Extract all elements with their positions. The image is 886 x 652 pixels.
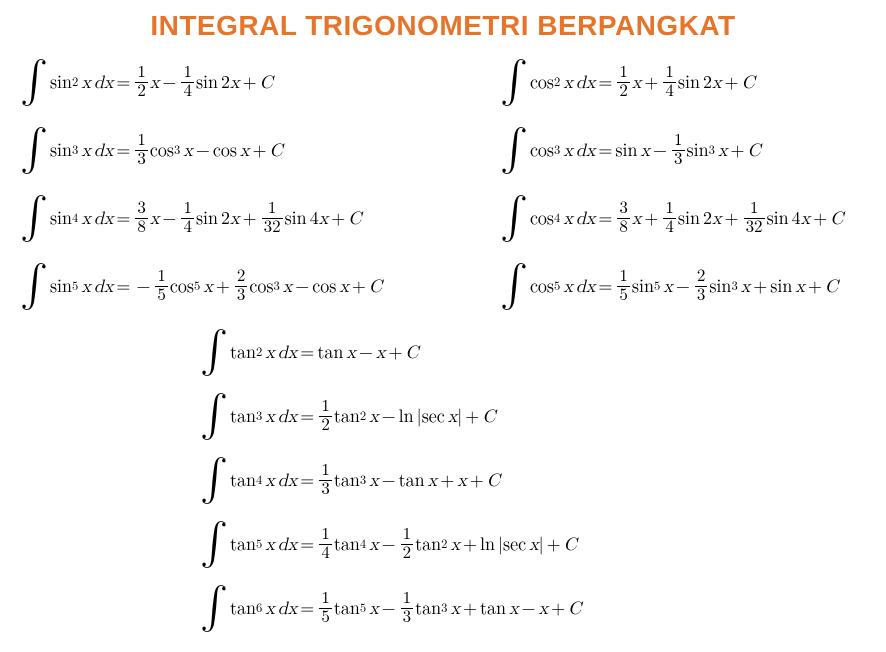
integral-formula: ∫cos3xdx=sinx−13sin3x+C [500, 128, 866, 174]
integral-sign-icon: ∫ [500, 128, 528, 170]
tan-column: ∫tan2xdx=tanx−x+C ∫tan3xdx=12tan2x−ln|sec… [20, 330, 866, 632]
integral-formula: ∫sin3xdx=13cos3x−cosx+C [20, 128, 460, 174]
cos-column: ∫cos2xdx=12x+14sin2x+C ∫cos3xdx=sinx−13si… [500, 60, 866, 310]
integral-formula: ∫tan3xdx=12tan2x−ln|secx|+C [200, 394, 866, 440]
integral-formula: ∫tan6xdx=15tan5x−13tan3x+tanx−x+C [200, 586, 866, 632]
integral-sign-icon: ∫ [200, 458, 228, 500]
integral-formula: ∫cos2xdx=12x+14sin2x+C [500, 60, 866, 106]
integral-formula: ∫tan2xdx=tanx−x+C [200, 330, 866, 376]
integral-formula: ∫sin4xdx=38x−14sin2x+132sin4x+C [20, 196, 460, 242]
integral-formula: ∫tan4xdx=13tan3x−tanx+x+C [200, 458, 866, 504]
integral-sign-icon: ∫ [200, 522, 228, 564]
integral-formula: ∫tan5xdx=14tan4x−12tan2x+ln|secx|+C [200, 522, 866, 568]
integral-sign-icon: ∫ [500, 196, 528, 238]
integral-sign-icon: ∫ [500, 60, 528, 102]
integral-formula: ∫cos5xdx=15sin5x−23sin3x+sinx+C [500, 264, 866, 310]
integral-sign-icon: ∫ [20, 264, 48, 306]
sin-column: ∫sin2xdx=12x−14sin2x+C ∫sin3xdx=13cos3x−c… [20, 60, 460, 310]
integral-sign-icon: ∫ [200, 330, 228, 372]
integral-sign-icon: ∫ [20, 128, 48, 170]
page-title: INTEGRAL TRIGONOMETRI BERPANGKAT [20, 10, 866, 42]
integral-sign-icon: ∫ [200, 394, 228, 436]
integral-sign-icon: ∫ [200, 586, 228, 628]
integral-sign-icon: ∫ [20, 60, 48, 102]
integral-sign-icon: ∫ [500, 264, 528, 306]
integral-formula: ∫cos4xdx=38x+14sin2x+132sin4x+C [500, 196, 866, 242]
integral-sign-icon: ∫ [20, 196, 48, 238]
two-column-block: ∫sin2xdx=12x−14sin2x+C ∫sin3xdx=13cos3x−c… [20, 60, 866, 310]
integral-formula: ∫sin5xdx=−15cos5x+23cos3x−cosx+C [20, 264, 460, 310]
integral-formula: ∫sin2xdx=12x−14sin2x+C [20, 60, 460, 106]
